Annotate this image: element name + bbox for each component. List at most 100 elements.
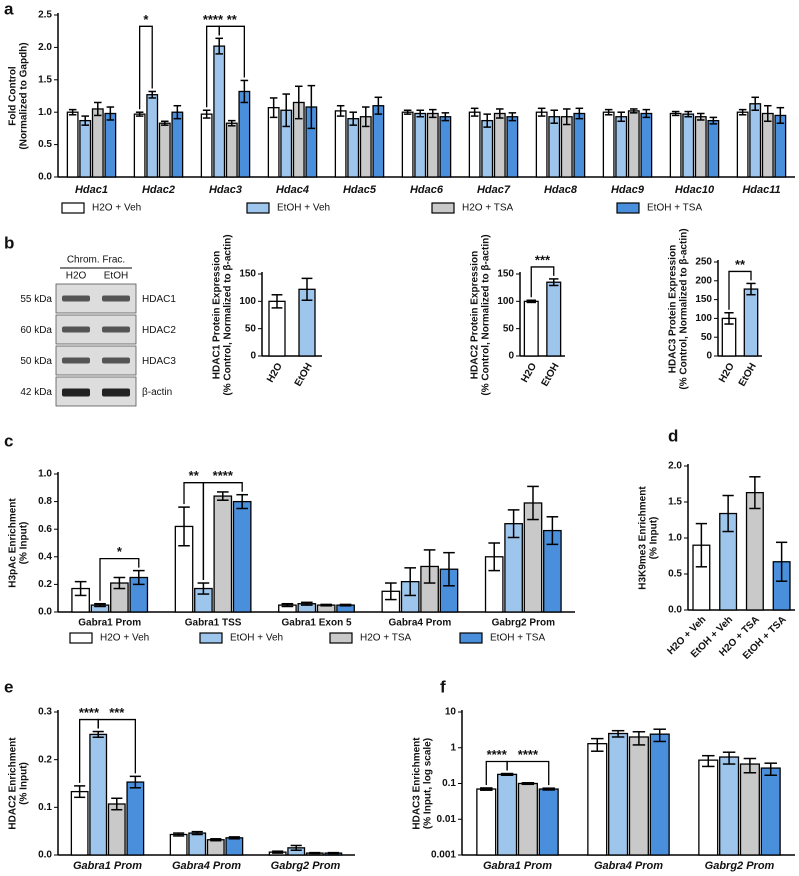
error-bar: [202, 109, 211, 119]
kda-label: 55 kDa: [20, 294, 52, 305]
y-tick-label: 0.1: [442, 778, 456, 789]
x-tick-label: Hdac7: [477, 184, 511, 196]
bar: [91, 108, 104, 178]
error-bar: [132, 569, 145, 586]
bar: [694, 116, 707, 178]
bar: [493, 112, 506, 178]
error-bar: [483, 113, 491, 128]
x-tick-label: Hdac4: [276, 184, 309, 196]
error-bar: [642, 108, 651, 119]
protein-label: β-actin: [142, 387, 172, 398]
error-bar: [521, 781, 535, 786]
error-bar: [135, 111, 144, 117]
bar: [66, 111, 79, 178]
y-tick-label: 2.0: [38, 42, 52, 53]
bar: [760, 767, 781, 856]
bar: [517, 782, 538, 856]
legend-swatch: [246, 202, 270, 214]
y-tick-label: 10: [445, 707, 457, 718]
bar: [126, 781, 145, 856]
error-bar: [549, 278, 559, 287]
chart-panel: 0 50 100 150 200 250 HDAC3 Protein Expression(…: [668, 228, 762, 390]
x-tick-label: Gabrg2 Prom: [271, 860, 341, 872]
y-axis-title: HDAC3 Protein Expression: [668, 245, 679, 373]
error-bar: [129, 775, 141, 789]
legend-swatch: [431, 202, 455, 214]
error-bar: [290, 844, 302, 851]
bar: [761, 112, 774, 178]
y-tick-label: 0.2: [38, 754, 52, 765]
y-tick-label: 250: [695, 257, 712, 268]
significance-label: ****: [518, 747, 539, 762]
error-bar: [173, 832, 185, 837]
blot-band: [62, 388, 90, 397]
y-tick-label: 0.001: [431, 850, 456, 861]
error-bar: [362, 106, 370, 128]
error-bar: [374, 96, 383, 115]
bar: [573, 112, 586, 178]
error-bar: [550, 109, 558, 124]
bar: [225, 837, 244, 856]
panel-letter: b: [4, 233, 14, 252]
bar: [615, 116, 628, 178]
bar: [481, 119, 494, 178]
y-axis-title: (% Input): [19, 762, 30, 805]
legend-label: H2O + TSA: [462, 203, 514, 214]
bar: [468, 111, 481, 178]
bar: [104, 112, 117, 178]
error-bar: [106, 106, 115, 121]
bar: [401, 111, 414, 178]
error-bar: [526, 299, 536, 304]
y-tick-label: 2.5: [38, 10, 52, 21]
error-bar: [178, 506, 190, 547]
chart-panel: c 0.0 0.2 0.4 0.6 0.8 1.0 H3pAc Enrichment (% In…: [4, 431, 575, 644]
y-tick-label: 0.0: [38, 850, 52, 861]
error-bar: [546, 516, 559, 546]
y-tick-label: 200: [695, 275, 712, 286]
legend-swatch: [69, 632, 93, 644]
x-tick-label: Gabra4 Prom: [594, 860, 663, 872]
legend-swatch: [199, 632, 223, 644]
bar: [133, 113, 146, 178]
error-bar: [743, 757, 757, 774]
x-tick-label: Hdac3: [209, 184, 242, 196]
bar: [476, 788, 497, 856]
significance-label: **: [227, 12, 238, 27]
significance-label: ****: [203, 12, 224, 27]
y-tick-label: 50: [245, 323, 257, 334]
y-axis-title: HDAC2 Protein Expression: [470, 251, 481, 379]
error-bar: [191, 830, 203, 836]
legend-label: EtOH + Veh: [277, 203, 330, 214]
y-axis-title: (% Input): [19, 522, 30, 565]
significance-bracket: [506, 760, 550, 786]
error-bar: [339, 603, 352, 607]
x-tick-label: Gabra1 TSS: [185, 618, 242, 629]
y-tick-label: 100: [695, 313, 712, 324]
error-bar: [722, 751, 736, 765]
y-tick-label: 0.1: [38, 802, 52, 813]
bar: [627, 110, 640, 178]
error-bar: [94, 101, 102, 117]
y-tick-label: 0.01: [437, 814, 457, 825]
x-tick-label: EtOH: [293, 361, 315, 388]
legend-label: EtOH + Veh: [230, 633, 283, 644]
x-tick-label: H2O: [265, 361, 285, 384]
x-tick-label: Gabra1 Prom: [78, 618, 141, 629]
y-tick-label: 0.0: [38, 607, 52, 618]
significance-bracket: [728, 270, 752, 310]
bar: [608, 732, 629, 856]
x-tick-label: Gabra1 Prom: [483, 860, 552, 872]
significance-label: ***: [109, 705, 125, 720]
bar: [70, 790, 89, 856]
legend-swatch: [616, 202, 640, 214]
chart-panel: d 0.0 0.5 1.0 1.5 2.0 H3K9me3 Enrichment (% Inp…: [638, 426, 795, 662]
significance-bracket: [97, 718, 136, 774]
error-bar: [617, 111, 625, 123]
error-bar: [764, 104, 772, 123]
chart-panel: b 0 50 100 150 HDAC1 Protein Expression (% Con…: [4, 233, 322, 396]
bar: [268, 300, 286, 357]
error-bar: [684, 110, 692, 118]
error-bar: [295, 85, 303, 120]
y-tick-label: 1.5: [668, 497, 682, 508]
bar: [560, 116, 573, 178]
